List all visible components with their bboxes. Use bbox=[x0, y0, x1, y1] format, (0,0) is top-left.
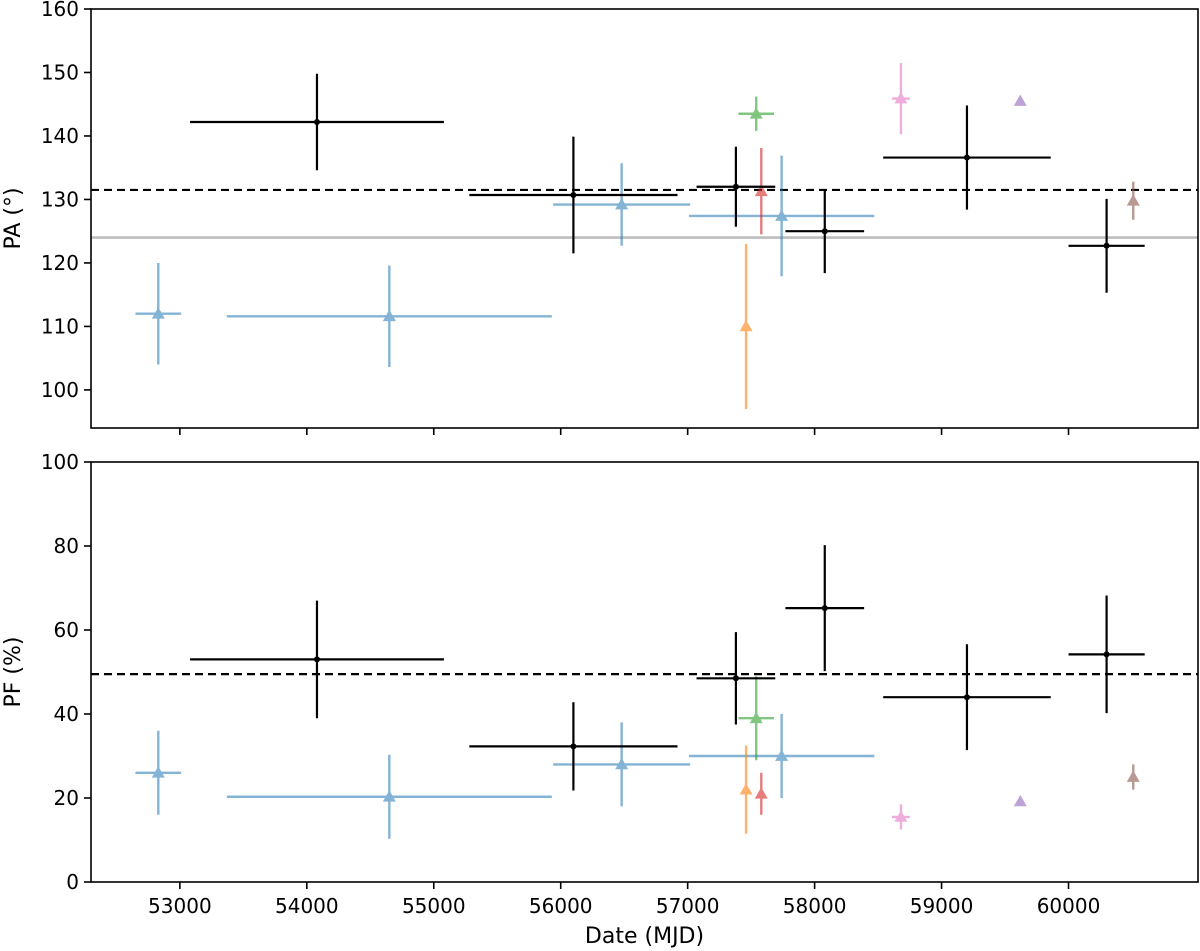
pa-orange-marker-0 bbox=[739, 319, 753, 332]
pf-orange-point-0 bbox=[739, 745, 753, 834]
pa-ytick-label-100: 100 bbox=[41, 378, 79, 402]
pf-black-binned-marker-5 bbox=[1103, 651, 1110, 658]
pa-purple-marker-0 bbox=[1013, 94, 1027, 106]
pf-blue-point-0 bbox=[135, 730, 182, 815]
pa-panel: 100 110 120 130 140 150 160 PA (°) bbox=[1, 0, 1199, 435]
pf-xtick-label-54000: 54000 bbox=[275, 894, 339, 918]
pf-blue-marker-1 bbox=[382, 790, 396, 802]
pa-black-binned-marker-5 bbox=[1103, 242, 1110, 249]
pf-black-binned-point-3 bbox=[785, 545, 865, 672]
pa-black-binned-marker-2 bbox=[732, 183, 739, 190]
pa-black-binned-marker-0 bbox=[313, 119, 320, 126]
pa-black-binned-point-1 bbox=[469, 136, 678, 254]
pf-purple-marker-0 bbox=[1013, 794, 1027, 807]
pf-red-marker-0 bbox=[754, 787, 768, 799]
pa-red-point-0 bbox=[754, 148, 768, 235]
pf-pink-point-0 bbox=[892, 804, 910, 830]
pa-orange-point-0 bbox=[739, 243, 753, 409]
pa-blue-marker-3 bbox=[775, 209, 789, 221]
pf-xtick-label-59000: 59000 bbox=[910, 894, 974, 918]
pa-purple-point-0 bbox=[1013, 94, 1027, 106]
pa-black-binned-marker-1 bbox=[570, 192, 577, 199]
pa-ytick-label-110: 110 bbox=[41, 314, 79, 338]
pa-blue-marker-1 bbox=[382, 309, 396, 322]
pa-axes-frame bbox=[90, 8, 1199, 429]
pf-purple-point-0 bbox=[1013, 794, 1027, 807]
pf-blue-marker-2 bbox=[615, 757, 629, 770]
pa-ytick-label-160: 160 bbox=[41, 0, 79, 21]
pf-ytick-label-60: 60 bbox=[54, 618, 79, 642]
pf-pink-marker-0 bbox=[894, 810, 908, 822]
pa-ytick-label-150: 150 bbox=[41, 60, 79, 84]
pa-pink-point-0 bbox=[892, 62, 910, 135]
pa-blue-point-0 bbox=[135, 262, 182, 365]
pf-green-point-0 bbox=[738, 676, 774, 761]
pa-blue-marker-0 bbox=[151, 307, 165, 319]
pa-brown-marker-0 bbox=[1126, 194, 1140, 206]
pa-green-point-0 bbox=[738, 96, 774, 131]
pf-black-binned-point-5 bbox=[1068, 595, 1145, 714]
pf-xtick-label-53000: 53000 bbox=[148, 894, 212, 918]
pa-blue-marker-2 bbox=[615, 198, 629, 210]
pa-ytick-label-140: 140 bbox=[41, 124, 79, 148]
pa-black-binned-point-0 bbox=[190, 73, 444, 171]
pf-blue-marker-0 bbox=[151, 766, 165, 778]
pa-black-binned-point-2 bbox=[696, 146, 776, 227]
pf-black-binned-point-1 bbox=[469, 702, 678, 791]
pf-red-point-0 bbox=[754, 772, 768, 815]
pf-ytick-label-40: 40 bbox=[54, 702, 79, 726]
pf-green-marker-0 bbox=[749, 711, 763, 724]
pa-blue-point-3 bbox=[688, 155, 875, 277]
pa-ytick-label-130: 130 bbox=[41, 187, 79, 211]
pf-blue-point-1 bbox=[226, 754, 552, 839]
pf-black-binned-marker-1 bbox=[570, 743, 577, 750]
pf-black-binned-marker-4 bbox=[963, 694, 970, 701]
pf-ytick-label-0: 0 bbox=[66, 870, 79, 894]
pf-xtick-label-55000: 55000 bbox=[402, 894, 466, 918]
pf-brown-marker-0 bbox=[1126, 770, 1140, 782]
pf-ytick-label-100: 100 bbox=[41, 450, 79, 474]
pf-ytick-label-80: 80 bbox=[54, 534, 79, 558]
pf-xlabel: Date (MJD) bbox=[585, 924, 704, 949]
pf-ytick-label-20: 20 bbox=[54, 786, 79, 810]
pa-blue-point-1 bbox=[226, 265, 552, 368]
pf-orange-marker-0 bbox=[739, 783, 753, 795]
pf-black-binned-marker-2 bbox=[732, 675, 739, 682]
pa-green-marker-0 bbox=[749, 107, 763, 119]
pf-panel: 0 20 40 60 80 100 53000 54000 55000 56000 57000 580… bbox=[1, 450, 1199, 949]
pa-pink-marker-0 bbox=[894, 92, 908, 104]
pf-black-binned-point-2 bbox=[696, 632, 776, 725]
pf-blue-marker-3 bbox=[775, 749, 789, 761]
pf-black-binned-point-0 bbox=[190, 600, 444, 719]
pa-brown-point-0 bbox=[1126, 181, 1140, 220]
pa-blue-point-2 bbox=[553, 163, 691, 246]
pf-blue-point-3 bbox=[688, 714, 875, 798]
pf-black-binned-marker-0 bbox=[313, 656, 320, 663]
pa-ytick-label-120: 120 bbox=[41, 251, 79, 275]
pa-black-binned-point-5 bbox=[1068, 198, 1145, 293]
pa-black-binned-point-4 bbox=[883, 105, 1051, 210]
pa-red-marker-0 bbox=[754, 184, 768, 197]
pf-xtick-label-58000: 58000 bbox=[783, 894, 847, 918]
pf-ylabel: PF (%) bbox=[1, 637, 26, 708]
pf-xtick-label-60000: 60000 bbox=[1037, 894, 1101, 918]
pf-brown-point-0 bbox=[1126, 764, 1140, 790]
pa-black-binned-point-3 bbox=[785, 189, 865, 274]
pf-xtick-label-56000: 56000 bbox=[529, 894, 593, 918]
pf-axes-frame bbox=[90, 461, 1199, 883]
pf-xtick-label-57000: 57000 bbox=[656, 894, 720, 918]
pa-black-binned-marker-3 bbox=[821, 228, 828, 235]
pa-ylabel: PA (°) bbox=[1, 187, 26, 249]
pf-black-binned-point-4 bbox=[883, 644, 1051, 751]
pf-black-binned-marker-3 bbox=[821, 605, 828, 612]
pf-blue-point-2 bbox=[553, 722, 691, 807]
pa-black-binned-marker-4 bbox=[963, 154, 970, 161]
